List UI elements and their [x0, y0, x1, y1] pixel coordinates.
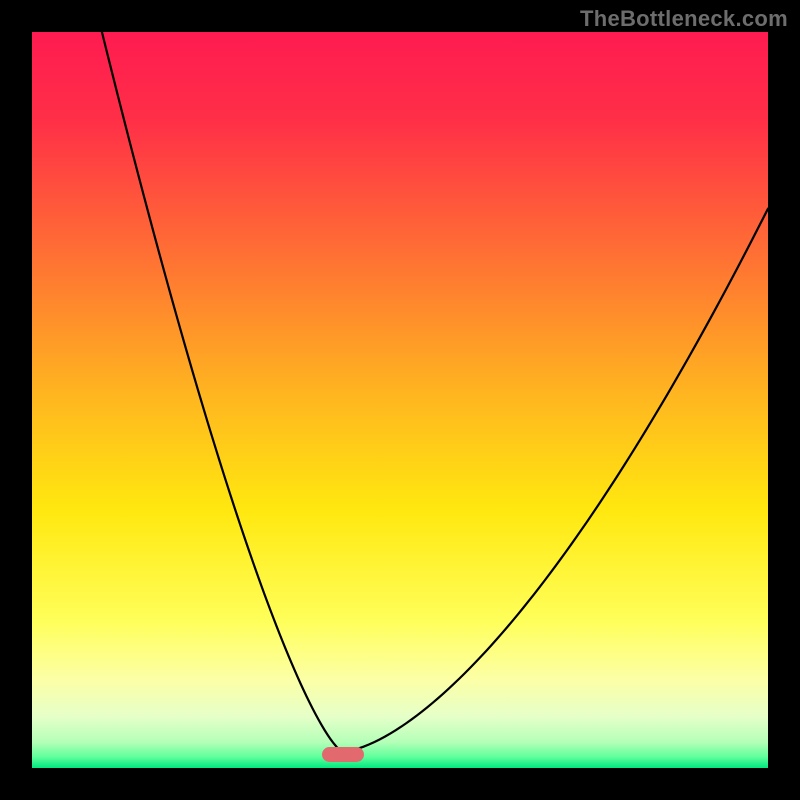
- bottleneck-curve: [32, 32, 768, 768]
- watermark-text: TheBottleneck.com: [580, 6, 788, 32]
- minimum-marker: [322, 747, 364, 762]
- plot-area: [32, 32, 768, 768]
